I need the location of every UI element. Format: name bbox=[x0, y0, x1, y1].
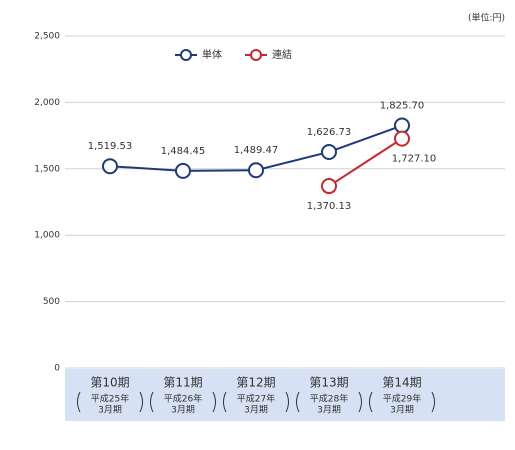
paren bbox=[285, 391, 289, 413]
x-tick-sublabel: 3月期 bbox=[317, 405, 341, 416]
x-tick-sublabel: 平成25年 bbox=[91, 393, 129, 405]
x-tick-label: 第13期 bbox=[309, 376, 348, 390]
point bbox=[321, 143, 337, 160]
x-tick-sublabel: 平成28年 bbox=[310, 393, 348, 405]
value-label: 1,489.47 bbox=[234, 145, 279, 156]
x-tick-sublabel: 平成29年 bbox=[383, 393, 421, 405]
value-label: 1,484.45 bbox=[161, 146, 206, 157]
x-tick-label: 第12期 bbox=[236, 376, 275, 390]
value-label: 1,626.73 bbox=[307, 127, 352, 138]
value-label: 1,825.70 bbox=[380, 101, 425, 112]
point bbox=[394, 130, 410, 147]
x-tick-sublabel: 3月期 bbox=[98, 405, 122, 416]
point bbox=[394, 117, 410, 134]
paren bbox=[369, 391, 373, 413]
x-tick-sublabel: 平成27年 bbox=[237, 393, 275, 405]
legend-marker bbox=[180, 49, 192, 61]
x-tick-sublabel: 3月期 bbox=[244, 405, 268, 416]
x-tick-sublabel: 3月期 bbox=[390, 405, 414, 416]
unit-note: (単位:円) bbox=[468, 12, 505, 24]
x-tick-sublabel: 3月期 bbox=[171, 405, 195, 416]
paren bbox=[212, 391, 216, 413]
paren bbox=[296, 391, 300, 413]
point bbox=[175, 162, 191, 179]
paren bbox=[77, 391, 81, 413]
point bbox=[321, 178, 337, 195]
series-line bbox=[328, 137, 403, 187]
paren bbox=[223, 391, 227, 413]
category-band bbox=[65, 369, 505, 421]
value-label: 1,519.53 bbox=[88, 141, 133, 152]
point bbox=[248, 162, 264, 179]
x-tick-label: 第14期 bbox=[382, 376, 421, 390]
x-tick-sublabel: 平成26年 bbox=[164, 393, 202, 405]
y-tick-label: 1,000 bbox=[34, 231, 60, 241]
x-tick-label: 第11期 bbox=[163, 376, 202, 390]
paren bbox=[358, 391, 362, 413]
legend-marker bbox=[250, 49, 262, 61]
y-tick-label: 2,500 bbox=[34, 32, 60, 42]
y-tick-label: 1,500 bbox=[34, 164, 60, 174]
y-tick-label: 0 bbox=[54, 364, 60, 374]
paren bbox=[139, 391, 143, 413]
value-label: 1,727.10 bbox=[392, 154, 437, 165]
y-tick-label: 2,000 bbox=[34, 98, 60, 108]
paren bbox=[150, 391, 154, 413]
y-tick-label: 500 bbox=[43, 297, 60, 307]
legend-label: 連結 bbox=[272, 48, 292, 61]
paren bbox=[431, 391, 435, 413]
value-label: 1,370.13 bbox=[307, 201, 352, 212]
x-tick-label: 第10期 bbox=[90, 376, 129, 390]
point bbox=[102, 158, 118, 175]
legend-label: 単体 bbox=[202, 48, 222, 61]
